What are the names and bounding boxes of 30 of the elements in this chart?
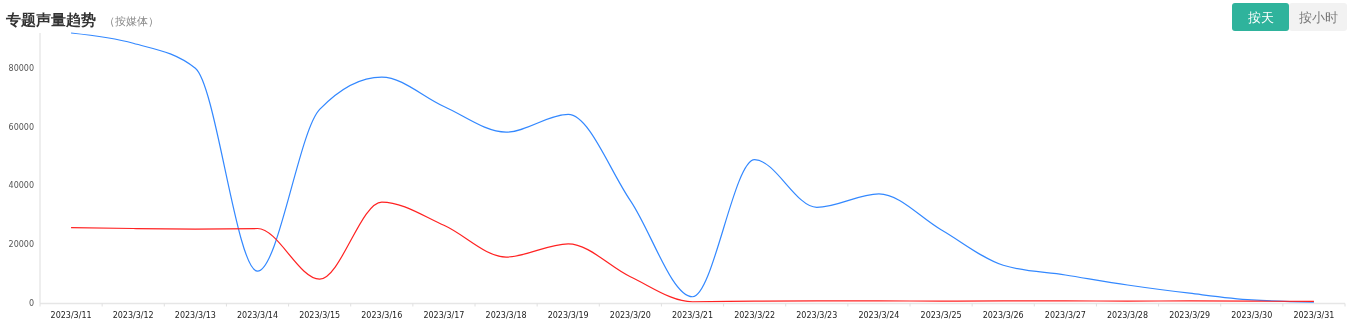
x-tick-label: 2023/3/30 [1231,310,1273,320]
x-tick-label: 2023/3/27 [1044,310,1086,320]
x-tick-label: 2023/3/11 [50,310,92,320]
x-tick-label: 2023/3/18 [485,310,527,320]
x-tick-label: 2023/3/20 [609,310,651,320]
chart-subtitle: （按媒体） [104,15,159,28]
x-tick-label: 2023/3/14 [236,310,279,320]
line-series [70,32,1315,303]
x-tick-label: 2023/3/19 [547,310,589,320]
x-tick-label: 2023/3/23 [796,310,838,320]
x-tick-label: 2023/3/29 [1169,310,1211,320]
chart-title: 专题声量趋势 [5,11,96,29]
x-tick-label: 2023/3/28 [1106,310,1149,320]
x-tick-label: 2023/3/12 [112,310,154,320]
x-tick-label: 2023/3/17 [423,310,465,320]
x-tick-label: 2023/3/25 [920,310,962,320]
x-tick-label: 2023/3/31 [1293,310,1335,320]
x-tick-label: 2023/3/13 [174,310,216,320]
y-tick-label: 40000 [8,181,34,191]
y-tick-label: 20000 [8,240,34,250]
line-series [70,201,1315,303]
x-tick-label: 2023/3/22 [734,310,776,320]
x-tick-label: 2023/3/16 [361,310,403,320]
x-tick-label: 2023/3/26 [982,310,1024,320]
y-tick-label: 0 [28,299,34,309]
x-tick-label: 2023/3/21 [671,310,714,320]
y-tick-label: 60000 [8,122,34,132]
x-tick-label: 2023/3/15 [299,310,341,320]
y-tick-label: 80000 [8,63,34,73]
x-tick-label: 2023/3/24 [858,310,900,320]
